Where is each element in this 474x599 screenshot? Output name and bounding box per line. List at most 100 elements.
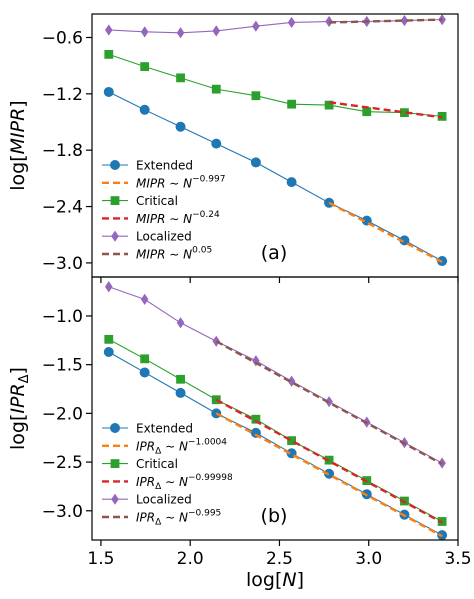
data-point bbox=[140, 62, 150, 71]
data-point bbox=[400, 14, 409, 27]
data-point bbox=[287, 436, 297, 446]
data-point bbox=[324, 100, 334, 110]
series-localized bbox=[104, 14, 446, 39]
data-point bbox=[140, 293, 149, 306]
data-point bbox=[212, 25, 221, 37]
legend-item: Extended bbox=[102, 422, 193, 436]
data-point bbox=[104, 334, 114, 344]
legend-marker bbox=[110, 159, 121, 170]
data-point bbox=[104, 49, 114, 59]
series-extended bbox=[103, 347, 448, 540]
legend-label: IPRΔ ∼ N−0.995 bbox=[136, 509, 221, 528]
series-line bbox=[108, 19, 443, 34]
axes-frame bbox=[91, 276, 459, 541]
legend-item: MIPR ∼ N0.05 bbox=[102, 246, 212, 262]
x-tick-label: 2.5 bbox=[266, 549, 293, 569]
data-point bbox=[211, 408, 222, 419]
legend-label: Critical bbox=[136, 194, 178, 208]
data-point bbox=[252, 355, 260, 367]
legend-item: Critical bbox=[102, 457, 178, 471]
data-point bbox=[139, 367, 150, 378]
legend-label: Extended bbox=[136, 159, 193, 173]
legend-label: IPRΔ ∼ N−1.0004 bbox=[136, 437, 227, 456]
plot-area bbox=[103, 281, 448, 540]
data-point bbox=[103, 86, 114, 97]
series-localized bbox=[104, 281, 446, 469]
data-point bbox=[140, 354, 150, 364]
legend-item: IPRΔ ∼ N−0.99998 bbox=[102, 473, 233, 492]
legend-marker bbox=[111, 230, 119, 242]
data-point bbox=[104, 281, 113, 293]
x-tick-label: 2.0 bbox=[177, 549, 204, 569]
data-point bbox=[400, 108, 409, 118]
data-point bbox=[211, 138, 222, 149]
data-point bbox=[175, 387, 186, 398]
y-tick-label: −2.4 bbox=[42, 198, 83, 218]
data-point bbox=[176, 27, 185, 39]
x-tick-label: 3.0 bbox=[355, 549, 382, 569]
y-tick-label: −1.0 bbox=[42, 307, 83, 327]
data-point bbox=[287, 375, 296, 387]
series-line bbox=[108, 91, 443, 262]
series-line bbox=[108, 53, 443, 117]
legend-label: Extended bbox=[136, 422, 193, 436]
legend-marker bbox=[110, 459, 120, 468]
y-tick-label: −3.0 bbox=[42, 502, 83, 522]
data-point bbox=[286, 177, 297, 188]
data-point bbox=[176, 317, 185, 329]
legend-item: MIPR ∼ N−0.24 bbox=[102, 210, 220, 226]
panel-b: −1.0 −1.5 −2.0 −2.5 −3.0 1.5 2.0 2.5 3.0 3.5 log[I… bbox=[7, 276, 472, 591]
legend-item: Critical bbox=[102, 194, 178, 208]
panel-label: (b) bbox=[261, 505, 288, 527]
data-point bbox=[175, 121, 186, 132]
panel-label: (a) bbox=[261, 242, 287, 264]
data-point bbox=[324, 197, 335, 208]
data-point bbox=[251, 414, 261, 424]
y-tick-label: −0.6 bbox=[42, 28, 83, 48]
fit-line bbox=[328, 201, 443, 264]
data-point bbox=[104, 24, 113, 36]
legend-item: MIPR ∼ N−0.997 bbox=[102, 174, 225, 190]
fit-line bbox=[215, 340, 443, 466]
data-point bbox=[140, 26, 149, 38]
fit-line bbox=[215, 398, 443, 524]
data-point bbox=[211, 84, 221, 94]
legend-label: Localized bbox=[136, 230, 192, 244]
data-point bbox=[176, 73, 185, 83]
data-point bbox=[251, 91, 261, 101]
legend-marker bbox=[110, 196, 120, 205]
legend-item: Localized bbox=[102, 493, 192, 507]
fit-line bbox=[215, 412, 443, 538]
y-axis-label: log[IPRΔ] bbox=[7, 367, 32, 450]
y-tick-label: −2.0 bbox=[42, 404, 83, 424]
legend-item: Localized bbox=[102, 230, 192, 244]
data-point bbox=[362, 107, 372, 117]
fit-line bbox=[329, 18, 443, 24]
data-point bbox=[139, 104, 150, 115]
x-axis-label: log[N] bbox=[246, 569, 304, 591]
data-point bbox=[287, 99, 297, 109]
legend-label: MIPR ∼ N−0.997 bbox=[136, 174, 225, 190]
legend-label: MIPR ∼ N−0.24 bbox=[136, 210, 220, 226]
legend-item: IPRΔ ∼ N−0.995 bbox=[102, 509, 221, 528]
data-point bbox=[252, 20, 260, 32]
legend-label: MIPR ∼ N0.05 bbox=[136, 246, 212, 262]
legend-label: Critical bbox=[136, 457, 178, 471]
y-tick-label: −1.8 bbox=[42, 141, 83, 161]
panel-a: −0.6 −1.2 −1.8 −2.4 −3.0 log[MIPR] (a) Extended… bbox=[7, 13, 459, 283]
y-tick-label: −2.5 bbox=[42, 453, 83, 473]
plot-area bbox=[103, 14, 448, 267]
y-axis-label: log[MIPR] bbox=[7, 100, 29, 190]
legend-marker bbox=[111, 493, 119, 505]
x-tick-label: 1.5 bbox=[87, 549, 114, 569]
legend-item: IPRΔ ∼ N−1.0004 bbox=[102, 437, 227, 456]
x-tick-label: 3.5 bbox=[444, 549, 471, 569]
data-point bbox=[176, 374, 185, 384]
legend-marker bbox=[110, 422, 121, 433]
fit-line bbox=[328, 101, 443, 119]
data-point bbox=[250, 157, 261, 168]
y-tick-label: −1.5 bbox=[42, 356, 83, 376]
